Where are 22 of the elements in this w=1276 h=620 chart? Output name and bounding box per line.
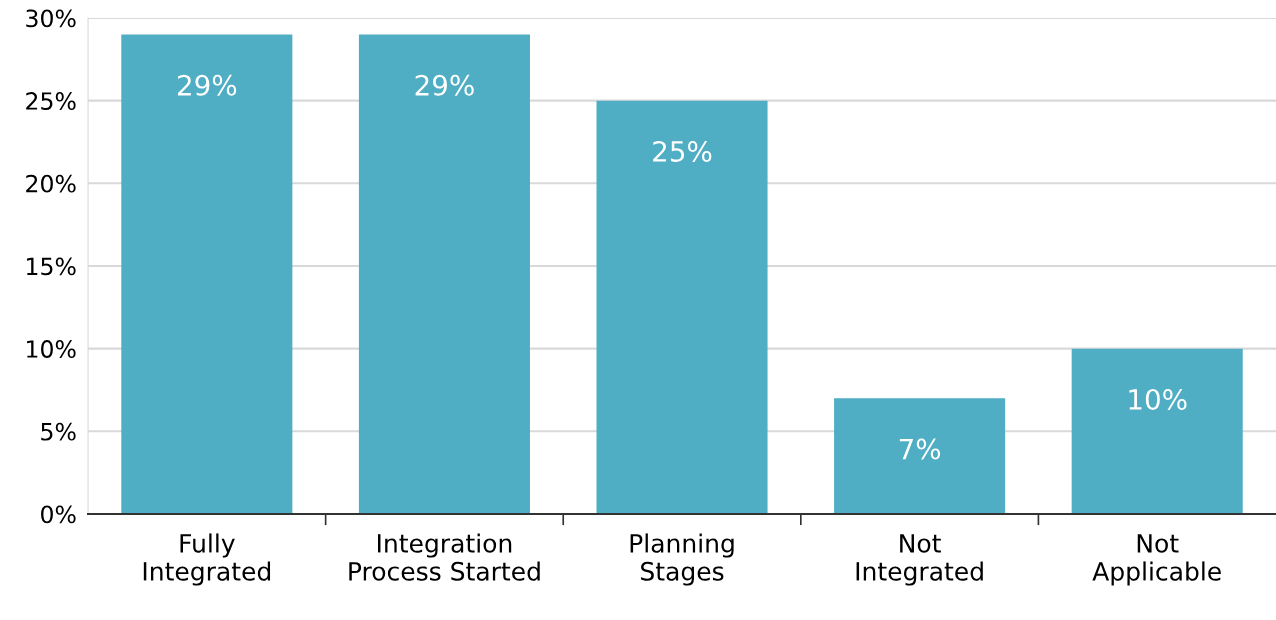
y-tick-label: 20% [26,174,76,193]
x-tick-label: Not Integrated [856,534,983,586]
x-tick-label: Planning Stages [630,533,734,586]
x-tick-label: Integration Process Started [349,533,540,581]
x-tick-label: Not Applicable [1092,534,1221,586]
bar [1071,348,1243,514]
data-label: 29% [178,74,237,96]
y-tick-label: 0% [41,505,76,524]
data-label: 29% [415,74,474,96]
bar [596,100,768,514]
y-tick-label: 5% [41,422,76,441]
data-label: 10% [1129,388,1187,410]
bar [121,34,293,514]
data-label: 7% [899,438,941,460]
y-tick-label: 30% [26,9,76,28]
y-tick-label: 25% [26,92,76,110]
y-tick-label: 15% [27,257,76,276]
x-tick-label: Fully Integrated [143,533,271,586]
data-label: 25% [653,140,712,162]
bar [834,398,1006,514]
bar [358,34,530,514]
y-tick-label: 10% [27,340,76,358]
